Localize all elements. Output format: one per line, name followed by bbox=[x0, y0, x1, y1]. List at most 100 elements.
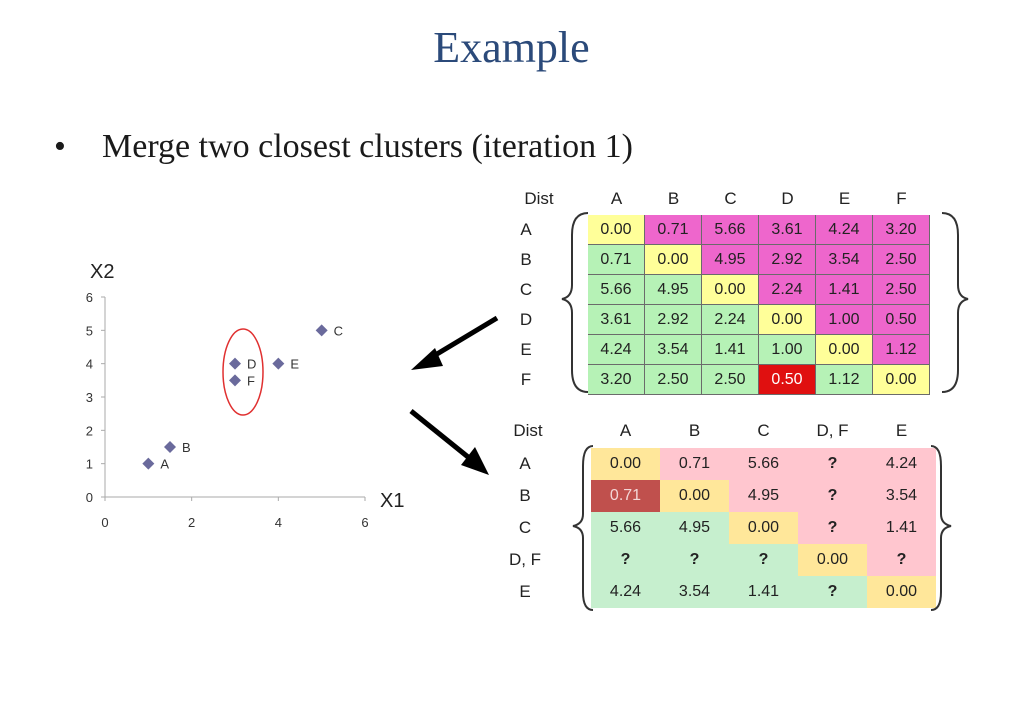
matrix-cell: ? bbox=[798, 512, 867, 544]
matrix-cell: 1.41 bbox=[867, 512, 936, 544]
y-tick-label: 0 bbox=[86, 490, 93, 505]
bullet-text: Merge two closest clusters (iteration 1) bbox=[102, 128, 633, 165]
matrix-col-header: A bbox=[619, 421, 632, 440]
matrix-cell: 4.24 bbox=[867, 448, 936, 480]
matrix-cell: 3.54 bbox=[645, 335, 702, 365]
matrix-cell: 0.50 bbox=[873, 305, 930, 335]
matrix-col-header: C bbox=[724, 189, 737, 208]
scatter-chart: 0 1 2 3 4 5 6 0 2 4 6 AB C D E F X1 X2 bbox=[86, 261, 405, 530]
matrix-col-header: C bbox=[757, 421, 770, 440]
data-point-b bbox=[164, 441, 176, 453]
matrix-cell: 4.95 bbox=[660, 512, 729, 544]
matrix-cell: 4.95 bbox=[645, 275, 702, 305]
matrix-cell: 0.71 bbox=[591, 480, 660, 512]
matrix-col-header: B bbox=[667, 189, 680, 208]
matrix-cell: 2.24 bbox=[702, 305, 759, 335]
matrix-cell: 0.00 bbox=[759, 305, 816, 335]
cluster-highlight-ellipse bbox=[222, 328, 264, 416]
matrix-cell: 2.50 bbox=[702, 365, 759, 395]
y-tick-label: 4 bbox=[86, 357, 93, 372]
matrix-col-header: E bbox=[838, 189, 851, 208]
chart-axes: 0 1 2 3 4 5 6 0 2 4 6 bbox=[86, 290, 369, 530]
matrix-1-brackets bbox=[561, 212, 969, 393]
matrix-cell: 0.00 bbox=[867, 576, 936, 608]
point-label-c: C bbox=[334, 323, 343, 338]
matrix-cell: 0.00 bbox=[798, 544, 867, 576]
matrix-row-label: C bbox=[518, 518, 532, 537]
matrix-cell: 2.50 bbox=[873, 275, 930, 305]
matrix-row-label: D, F bbox=[508, 550, 542, 569]
matrix-cell: 4.95 bbox=[729, 480, 798, 512]
y-tick-label: 5 bbox=[86, 323, 93, 338]
matrix-row-label: B bbox=[519, 486, 531, 505]
matrix-cell: 1.41 bbox=[702, 335, 759, 365]
matrix-row-label: D bbox=[519, 310, 533, 329]
x-tick-label: 0 bbox=[101, 515, 108, 530]
matrix-cell: ? bbox=[798, 448, 867, 480]
matrix-corner-label: Dist bbox=[513, 421, 543, 440]
x-tick-label: 4 bbox=[275, 515, 282, 530]
matrix-cell: ? bbox=[867, 544, 936, 576]
matrix-cell: 4.95 bbox=[702, 245, 759, 275]
matrix-corner-label: Dist bbox=[524, 189, 554, 208]
matrix-cell: 0.00 bbox=[729, 512, 798, 544]
matrix-cell: 1.00 bbox=[816, 305, 873, 335]
matrix-cell: 3.54 bbox=[660, 576, 729, 608]
data-point-d bbox=[229, 357, 241, 370]
x-tick-label: 6 bbox=[361, 515, 368, 530]
point-label-e: E bbox=[290, 357, 299, 372]
matrix-cell: 0.00 bbox=[588, 215, 645, 245]
matrix-col-header: A bbox=[610, 189, 623, 208]
point-label-b: B bbox=[182, 440, 191, 455]
matrix-col-header: F bbox=[896, 189, 907, 208]
matrix-cell: 1.41 bbox=[729, 576, 798, 608]
matrix-cell: 3.54 bbox=[867, 480, 936, 512]
matrix-cell: ? bbox=[660, 544, 729, 576]
matrix-cell: 1.41 bbox=[816, 275, 873, 305]
matrix-cell: 2.92 bbox=[645, 305, 702, 335]
point-label-f: F bbox=[247, 373, 255, 388]
matrix-cell: 2.92 bbox=[759, 245, 816, 275]
bullet-item: • Merge two closest clusters (iteration 1… bbox=[54, 128, 633, 166]
matrix-cell: 0.50 bbox=[759, 365, 816, 395]
matrix-cell: 4.24 bbox=[588, 335, 645, 365]
matrix-cell: 0.00 bbox=[645, 245, 702, 275]
y-tick-label: 2 bbox=[86, 423, 93, 438]
matrix-row-label: E bbox=[519, 582, 531, 601]
matrix-cell: 0.00 bbox=[660, 480, 729, 512]
matrix-cell: 0.71 bbox=[588, 245, 645, 275]
matrix-cell: 2.50 bbox=[873, 245, 930, 275]
matrix-cell: ? bbox=[729, 544, 798, 576]
matrix-col-header: E bbox=[895, 421, 908, 440]
matrix-cell: 5.66 bbox=[729, 448, 798, 480]
matrix-cell: 0.00 bbox=[591, 448, 660, 480]
arrow-to-matrix-2 bbox=[409, 409, 489, 475]
matrix-cell: 5.66 bbox=[588, 275, 645, 305]
matrix-cell: 2.24 bbox=[759, 275, 816, 305]
matrix-cell: 0.71 bbox=[660, 448, 729, 480]
matrix-cell: ? bbox=[798, 576, 867, 608]
matrix-col-header: D, F bbox=[816, 421, 849, 440]
matrix-cell: 0.00 bbox=[702, 275, 759, 305]
matrix-cell: 4.24 bbox=[591, 576, 660, 608]
matrix-col-header: B bbox=[688, 421, 701, 440]
matrix-cell: 5.66 bbox=[591, 512, 660, 544]
data-point-f bbox=[229, 374, 241, 387]
matrix-cell: 3.20 bbox=[873, 215, 930, 245]
x-axis-label: X1 bbox=[380, 490, 404, 512]
matrix-row-label: F bbox=[520, 370, 532, 389]
matrix-row-label: A bbox=[520, 220, 532, 239]
matrix-cell: ? bbox=[798, 480, 867, 512]
matrix-row-label: C bbox=[519, 280, 533, 299]
matrix-cell: 0.00 bbox=[816, 335, 873, 365]
matrix-col-header: D bbox=[781, 189, 794, 208]
matrix-cell: 3.54 bbox=[816, 245, 873, 275]
y-axis-label: X2 bbox=[90, 261, 114, 283]
matrix-row-label: B bbox=[520, 250, 532, 269]
data-point-c bbox=[315, 324, 328, 337]
y-tick-label: 6 bbox=[86, 290, 93, 305]
matrix-cell: 3.20 bbox=[588, 365, 645, 395]
matrix-2-brackets bbox=[572, 445, 952, 611]
matrix-cell: 5.66 bbox=[702, 215, 759, 245]
point-label-d: D bbox=[247, 357, 256, 372]
